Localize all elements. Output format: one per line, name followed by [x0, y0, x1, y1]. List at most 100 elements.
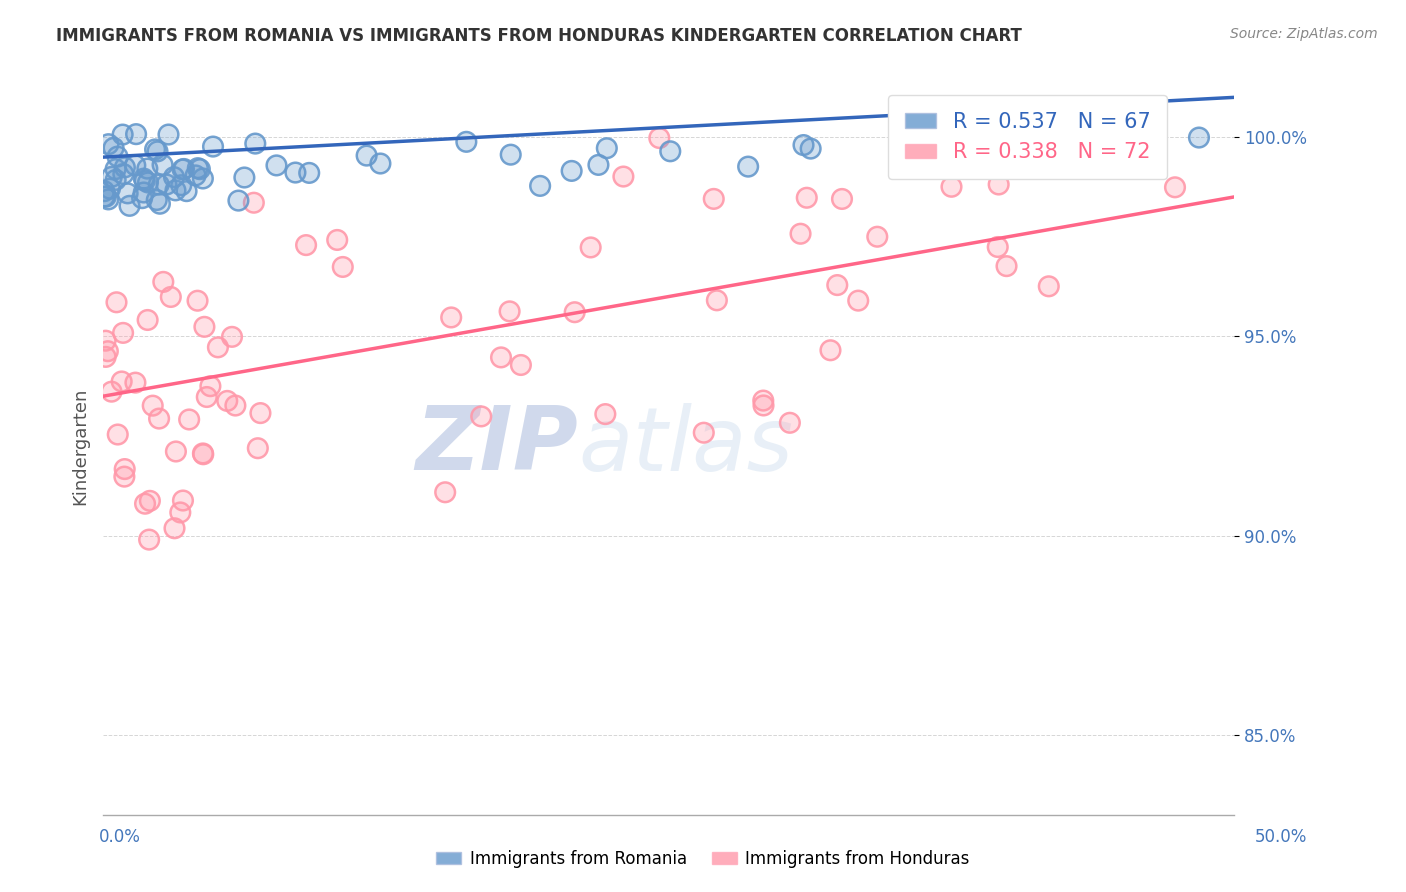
Point [941, 179, 963, 194]
Point [186, 293, 208, 308]
Legend: Immigrants from Romania, Immigrants from Honduras: Immigrants from Romania, Immigrants from… [430, 844, 976, 875]
Point [155, 178, 177, 192]
Point [112, 326, 135, 340]
Point [434, 485, 457, 500]
Point [124, 376, 146, 390]
Point [117, 186, 139, 201]
Point [706, 293, 728, 308]
Point [105, 295, 128, 310]
Point [595, 407, 617, 421]
Point [172, 162, 194, 177]
Point [165, 183, 187, 197]
Y-axis label: Kindergarten: Kindergarten [72, 387, 89, 505]
Point [1022, 136, 1045, 150]
Point [221, 330, 243, 344]
Point [97, 344, 120, 359]
Point [846, 293, 869, 308]
Point [561, 164, 583, 178]
Point [1104, 119, 1126, 133]
Point [105, 295, 128, 310]
Point [184, 169, 207, 183]
Point [107, 150, 129, 164]
Point [93, 184, 115, 198]
Point [125, 127, 148, 141]
Point [827, 278, 849, 293]
Point [233, 170, 256, 185]
Point [138, 533, 160, 547]
Point [107, 427, 129, 442]
Point [148, 411, 170, 425]
Point [224, 399, 246, 413]
Point [579, 240, 602, 254]
Point [143, 143, 166, 157]
Point [298, 166, 321, 180]
Point [1188, 130, 1211, 145]
Point [101, 169, 124, 184]
Point [163, 170, 186, 185]
Point [107, 150, 129, 164]
Point [588, 158, 610, 172]
Point [243, 195, 266, 210]
Point [155, 178, 177, 192]
Point [564, 305, 586, 319]
Point [124, 158, 146, 172]
Point [143, 143, 166, 157]
Point [648, 131, 671, 145]
Point [200, 379, 222, 393]
Point [132, 171, 155, 186]
Point [170, 178, 193, 193]
Point [456, 135, 478, 149]
Point [779, 416, 801, 430]
Point [169, 505, 191, 519]
Point [111, 375, 134, 389]
Point [112, 469, 135, 483]
Point [820, 343, 842, 358]
Point [131, 191, 153, 205]
Point [1188, 130, 1211, 145]
Point [97, 193, 120, 207]
Point [596, 141, 619, 155]
Point [124, 376, 146, 390]
Point [188, 162, 211, 177]
Point [1026, 132, 1049, 146]
Point [179, 412, 201, 426]
Point [217, 393, 239, 408]
Point [1014, 161, 1036, 175]
Point [298, 166, 321, 180]
Point [796, 191, 818, 205]
Point [103, 141, 125, 155]
Point [800, 142, 823, 156]
Point [93, 184, 115, 198]
Point [172, 493, 194, 508]
Point [152, 158, 174, 172]
Point [612, 169, 634, 184]
Point [326, 233, 349, 247]
Point [498, 304, 520, 318]
Point [100, 384, 122, 399]
Point [202, 139, 225, 153]
Point [93, 189, 115, 203]
Point [114, 161, 136, 175]
Point [440, 310, 463, 325]
Point [148, 178, 170, 192]
Point [118, 199, 141, 213]
Point [176, 184, 198, 198]
Point [148, 411, 170, 425]
Point [149, 196, 172, 211]
Point [142, 399, 165, 413]
Point [789, 227, 811, 241]
Point [195, 390, 218, 404]
Point [498, 304, 520, 318]
Point [266, 158, 288, 172]
Point [987, 178, 1010, 192]
Point [98, 182, 121, 196]
Point [136, 176, 159, 190]
Point [132, 186, 155, 200]
Point [195, 390, 218, 404]
Point [145, 193, 167, 207]
Point [470, 409, 492, 424]
Point [295, 238, 318, 252]
Point [207, 340, 229, 354]
Point [1038, 279, 1060, 293]
Point [693, 425, 716, 440]
